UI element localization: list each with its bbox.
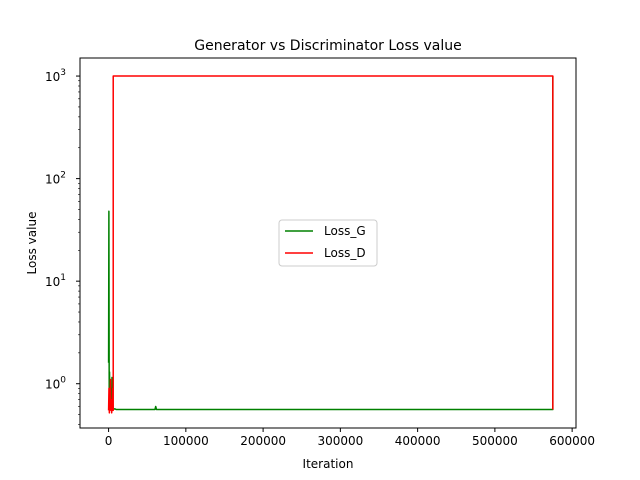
y-tick-label: 102 xyxy=(45,171,66,187)
x-tick-label: 100000 xyxy=(163,434,209,448)
y-tick-label: 103 xyxy=(45,68,66,84)
series-line-loss-d xyxy=(107,75,554,414)
x-tick-label: 200000 xyxy=(240,434,286,448)
x-tick-label: 0 xyxy=(105,434,113,448)
chart-title: Generator vs Discriminator Loss value xyxy=(194,38,462,54)
x-tick-label: 300000 xyxy=(317,434,363,448)
legend-label-loss-d: Loss_D xyxy=(324,246,366,260)
x-tick-label: 400000 xyxy=(395,434,441,448)
x-tick-label: 500000 xyxy=(472,434,518,448)
series-layer xyxy=(107,75,554,414)
y-axis-label: Loss value xyxy=(25,212,39,275)
x-axis-label: Iteration xyxy=(303,457,354,471)
y-tick-label: 100 xyxy=(45,376,66,392)
axes-frame xyxy=(79,57,577,429)
plot-area xyxy=(79,57,577,429)
legend-label-loss-g: Loss_G xyxy=(324,224,366,238)
x-axis-ticks: 0 100000 200000 300000 400000 500000 600000 xyxy=(105,428,595,448)
y-axis-ticks: 100 101 102 103 xyxy=(45,68,80,425)
x-tick-label: 600000 xyxy=(549,434,595,448)
legend: Loss_G Loss_D xyxy=(278,219,378,267)
y-tick-label: 101 xyxy=(45,273,66,289)
